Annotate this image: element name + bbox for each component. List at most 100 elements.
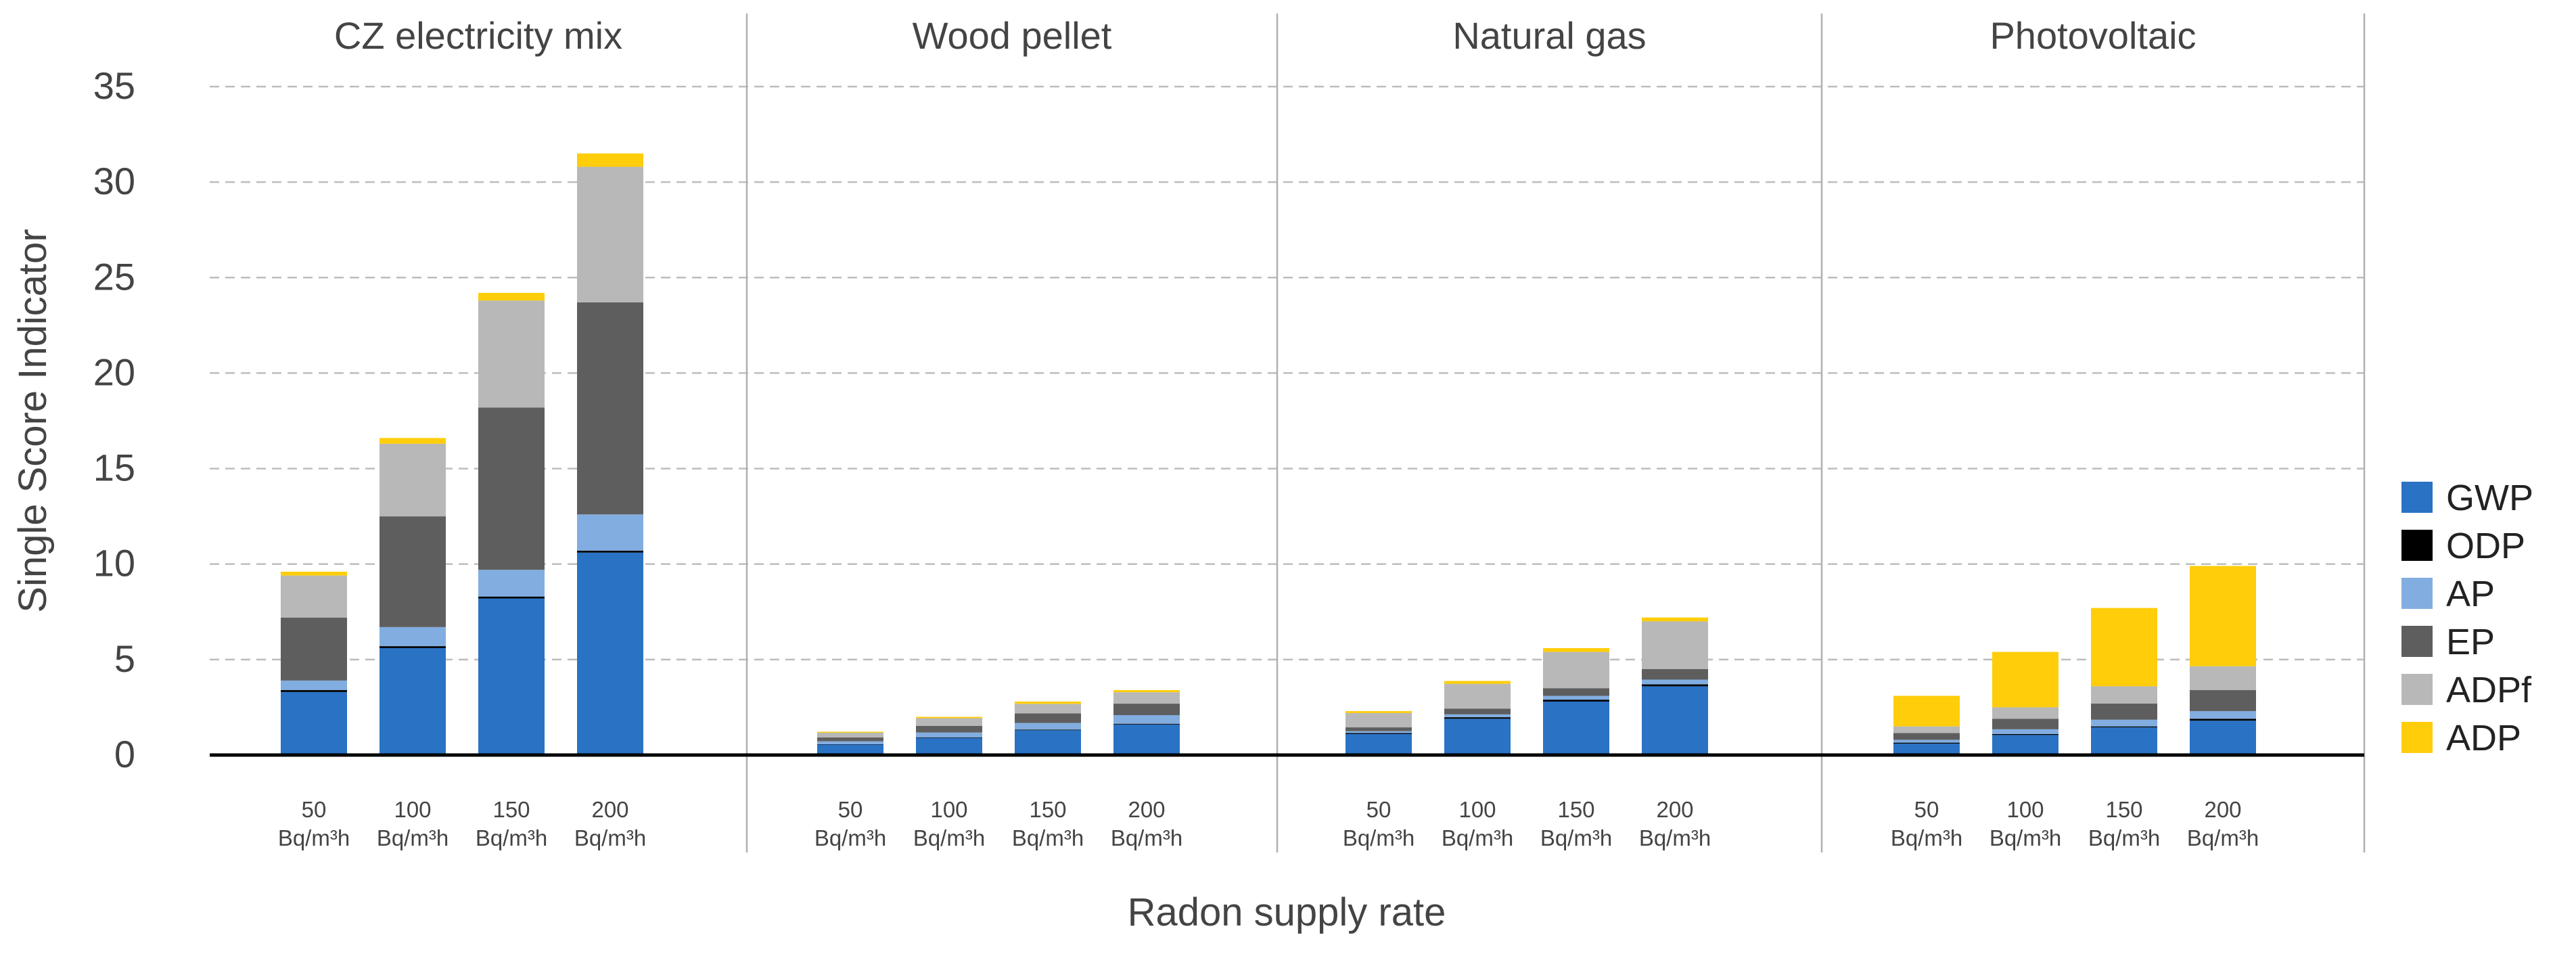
bar-segment-adpf bbox=[2190, 666, 2256, 691]
bar-segment-gwp bbox=[1113, 724, 1180, 755]
bar-segment-adp bbox=[1992, 652, 2058, 708]
x-tick-unit-label: Bq/m³h bbox=[1111, 825, 1182, 850]
y-axis-title: Single Score Indicator bbox=[11, 229, 55, 612]
y-tick-label: 30 bbox=[93, 160, 135, 202]
bar-segment-odp bbox=[478, 596, 545, 599]
bar-segment-gwp bbox=[1015, 730, 1081, 755]
bar-segment-ap bbox=[1346, 731, 1412, 733]
bar-segment-ap bbox=[916, 732, 982, 737]
y-tick-label: 35 bbox=[93, 64, 135, 107]
bar-segment-adpf bbox=[916, 718, 982, 726]
bar-segment-odp bbox=[380, 646, 446, 648]
legend-swatch-adp bbox=[2401, 722, 2433, 753]
panel-title: Natural gas bbox=[1452, 14, 1646, 57]
y-tick-label: 20 bbox=[93, 350, 135, 393]
x-tick-label: 200 bbox=[1128, 797, 1165, 822]
y-tick-label: 25 bbox=[93, 255, 135, 298]
bar-segment-ep bbox=[1642, 668, 1708, 680]
x-tick-unit-label: Bq/m³h bbox=[278, 825, 350, 850]
bar-segment-adp bbox=[1444, 681, 1511, 684]
bar-segment-odp bbox=[1893, 742, 1960, 744]
bar-segment-gwp bbox=[380, 647, 446, 755]
x-tick-label: 100 bbox=[930, 797, 967, 822]
bar-segment-ap bbox=[1543, 695, 1609, 700]
legend-label-gwp: GWP bbox=[2446, 478, 2533, 518]
bar-segment-ep bbox=[1543, 688, 1609, 696]
bar-segment-gwp bbox=[1444, 718, 1511, 755]
bar-segment-odp bbox=[1346, 733, 1412, 734]
bar-segment-ep bbox=[478, 407, 545, 570]
bar-segment-ap bbox=[1444, 714, 1511, 718]
x-tick-label: 50 bbox=[1914, 797, 1939, 822]
bar-segment-adpf bbox=[1893, 726, 1960, 733]
bar-segment-odp bbox=[2190, 718, 2256, 721]
y-tick-label: 10 bbox=[93, 542, 135, 585]
bar-segment-gwp bbox=[1346, 733, 1412, 755]
x-tick-label: 200 bbox=[591, 797, 628, 822]
bar-segment-ep bbox=[577, 302, 643, 515]
bar-segment-odp bbox=[817, 744, 883, 745]
bar-segment-odp bbox=[1642, 684, 1708, 687]
bar-segment-odp bbox=[1543, 700, 1609, 702]
bar-segment-adp bbox=[380, 438, 446, 444]
x-tick-unit-label: Bq/m³h bbox=[913, 825, 985, 850]
x-tick-label: 100 bbox=[394, 797, 431, 822]
bar-segment-gwp bbox=[2190, 721, 2256, 755]
bar-segment-gwp bbox=[1992, 735, 2058, 755]
bar-segment-adp bbox=[1893, 695, 1960, 727]
legend-swatch-odp bbox=[2401, 530, 2433, 561]
bar-segment-gwp bbox=[281, 691, 347, 755]
bar-segment-odp bbox=[1113, 723, 1180, 725]
bar-segment-odp bbox=[1992, 733, 2058, 735]
x-tick-label: 150 bbox=[2105, 797, 2142, 822]
bar-segment-ap bbox=[2190, 711, 2256, 719]
x-tick-unit-label: Bq/m³h bbox=[1990, 825, 2061, 850]
bar-segment-odp bbox=[281, 690, 347, 692]
bar-segment-gwp bbox=[1642, 686, 1708, 755]
x-tick-label: 50 bbox=[1366, 797, 1392, 822]
x-tick-unit-label: Bq/m³h bbox=[1012, 825, 1084, 850]
bar-segment-adpf bbox=[478, 300, 545, 408]
bar-segment-adpf bbox=[380, 443, 446, 517]
bar-segment-adp bbox=[1113, 690, 1180, 693]
x-tick-label: 100 bbox=[2006, 797, 2044, 822]
bar-segment-ep bbox=[1346, 727, 1412, 731]
bar-segment-ap bbox=[1992, 729, 2058, 734]
x-tick-unit-label: Bq/m³h bbox=[574, 825, 646, 850]
bar-segment-adp bbox=[1015, 701, 1081, 704]
x-tick-label: 200 bbox=[1656, 797, 1693, 822]
bar-segment-adp bbox=[478, 292, 545, 301]
legend-label-ep: EP bbox=[2446, 622, 2495, 662]
bar-segment-ap bbox=[1015, 723, 1081, 730]
y-tick-label: 5 bbox=[114, 637, 135, 680]
bar-segment-adp bbox=[2190, 566, 2256, 666]
bar-segment-gwp bbox=[478, 598, 545, 755]
bar-segment-gwp bbox=[2091, 727, 2157, 755]
labels: 0 5 10 15 20 25 30 35 CZ electricity mix 50 Bq/m³h… bbox=[11, 14, 2259, 934]
bar-segment-adpf bbox=[1346, 712, 1412, 728]
panel-title: Wood pellet bbox=[913, 14, 1112, 57]
bar-segment-adpf bbox=[1992, 707, 2058, 719]
x-tick-unit-label: Bq/m³h bbox=[2088, 825, 2160, 850]
bar-segment-ap bbox=[577, 514, 643, 551]
panel-title: CZ electricity mix bbox=[334, 14, 622, 57]
bar-segment-adpf bbox=[1642, 621, 1708, 669]
bar-segment-gwp bbox=[817, 744, 883, 755]
legend-label-odp: ODP bbox=[2446, 526, 2525, 566]
x-tick-unit-label: Bq/m³h bbox=[377, 825, 448, 850]
bar-segment-odp bbox=[577, 550, 643, 553]
bar-segment-adpf bbox=[1543, 652, 1609, 689]
y-tick-label: 0 bbox=[114, 733, 135, 775]
bar-segment-adpf bbox=[281, 575, 347, 618]
bar-segment-adpf bbox=[1113, 692, 1180, 704]
bar-segment-odp bbox=[1015, 729, 1081, 731]
panel-separators bbox=[745, 14, 2366, 852]
x-tick-label: 150 bbox=[1557, 797, 1594, 822]
bar-segment-odp bbox=[916, 737, 982, 738]
bar-segment-adp bbox=[916, 716, 982, 718]
bar-segment-gwp bbox=[1893, 744, 1960, 755]
x-tick-unit-label: Bq/m³h bbox=[1343, 825, 1414, 850]
bar-segment-ep bbox=[1015, 713, 1081, 723]
bar-segment-adp bbox=[281, 572, 347, 576]
